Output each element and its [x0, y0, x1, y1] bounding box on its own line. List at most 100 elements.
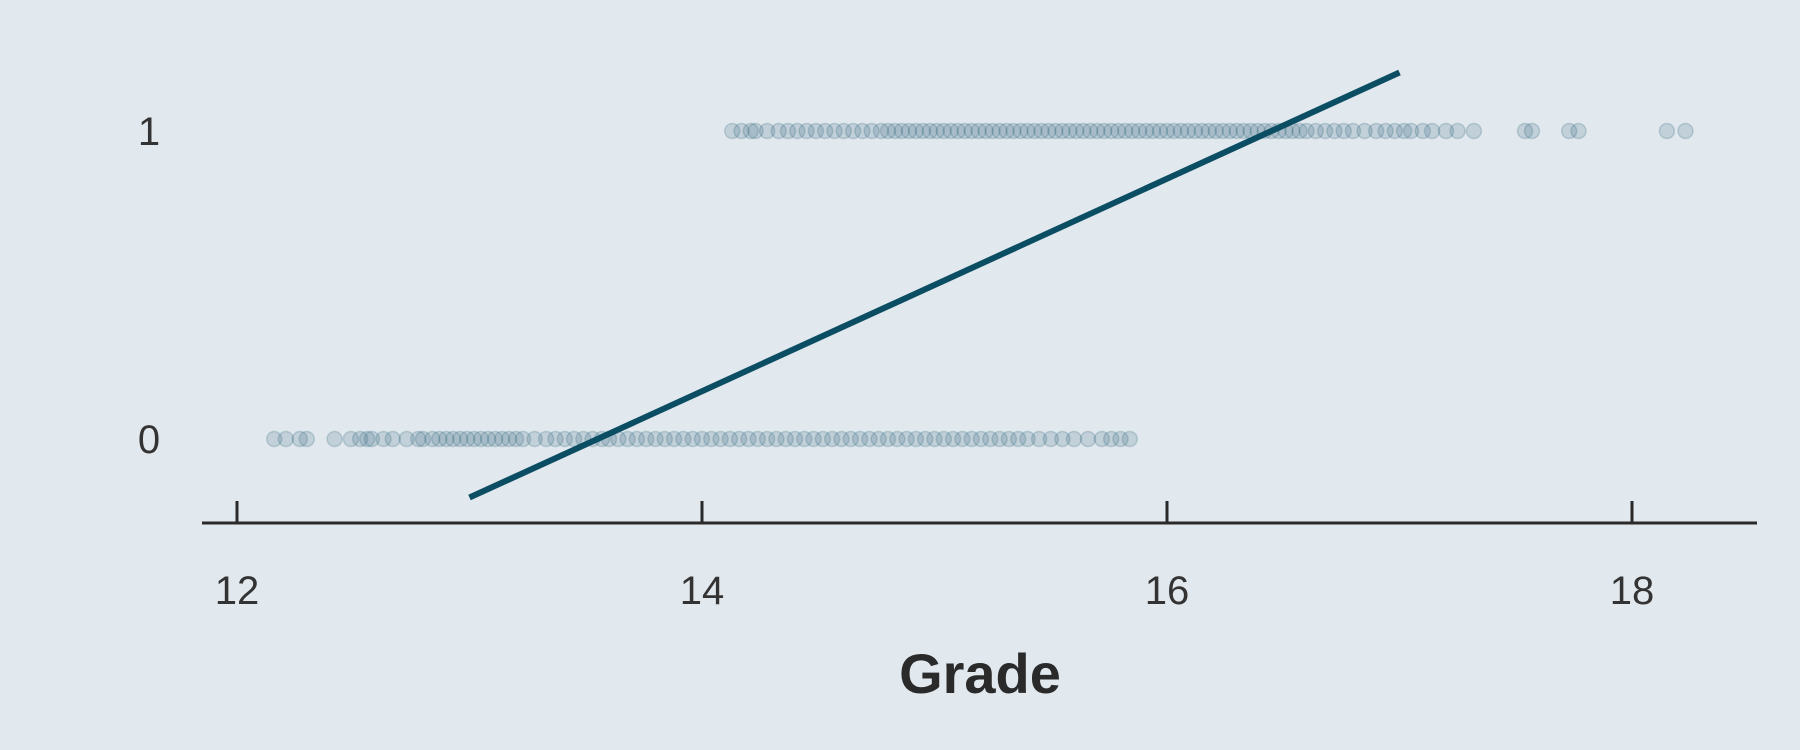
regression-line-layer	[468, 69, 1401, 501]
y-axis-ticks: 01	[138, 110, 160, 462]
data-point-y0-56	[786, 430, 804, 448]
regression-line	[468, 69, 1401, 501]
data-point-y0-65	[870, 430, 887, 448]
x-tick-label-16: 16	[1145, 569, 1190, 613]
data-point-y0-90	[1121, 430, 1139, 448]
data-point-y0-86	[1079, 430, 1097, 448]
data-point-y0-8	[363, 430, 381, 448]
data-point-y1-93	[1465, 122, 1483, 140]
data-point-y1-52	[1123, 122, 1141, 140]
data-point-y0-46	[693, 430, 711, 448]
data-point-y0-63	[851, 430, 869, 448]
data-point-y1-67	[1228, 122, 1246, 140]
data-point-y1-51	[1116, 122, 1134, 140]
data-point-y1-21	[907, 122, 925, 140]
x-axis-title: Grade	[899, 642, 1061, 705]
data-point-y0-43	[665, 430, 683, 448]
data-point-y0-69	[907, 430, 925, 448]
data-point-y0-27	[514, 430, 532, 448]
data-point-y1-4	[758, 122, 776, 140]
data-point-y1-62	[1193, 122, 1211, 140]
data-point-y1-78	[1307, 122, 1325, 140]
data-point-y0-11	[398, 430, 415, 448]
data-point-y1-28	[956, 122, 973, 140]
data-point-y1-91	[1437, 122, 1455, 140]
data-point-y1-59	[1172, 122, 1190, 140]
data-point-y0-88	[1102, 430, 1120, 448]
data-point-y0-17	[444, 430, 462, 448]
data-point-y1-23	[921, 122, 939, 140]
data-point-y0-29	[537, 430, 555, 448]
data-point-y0-16	[438, 430, 455, 448]
data-point-y0-85	[1065, 430, 1083, 448]
data-point-y1-99	[1677, 122, 1694, 140]
data-point-y0-3	[298, 430, 316, 448]
data-point-y0-57	[796, 430, 813, 448]
data-point-y1-13	[844, 122, 862, 140]
data-point-y1-16	[872, 122, 890, 140]
data-point-y0-9	[375, 430, 392, 448]
data-point-y1-37	[1019, 122, 1036, 140]
data-point-y0-41	[647, 430, 664, 448]
data-point-y1-79	[1316, 122, 1334, 140]
data-point-y0-82	[1030, 430, 1048, 448]
data-point-y1-17	[879, 122, 897, 140]
data-point-y1-81	[1335, 122, 1352, 140]
data-point-y0-14	[424, 430, 441, 448]
data-point-y1-86	[1386, 122, 1404, 140]
data-point-y1-25	[935, 122, 953, 140]
data-point-y1-10	[816, 122, 834, 140]
data-point-y1-50	[1109, 122, 1127, 140]
data-point-y0-28	[526, 430, 543, 448]
data-point-y1-56	[1151, 122, 1169, 140]
data-point-y1-54	[1137, 122, 1155, 140]
data-point-y1-85	[1377, 122, 1394, 140]
data-point-y1-34	[998, 122, 1015, 140]
data-point-y1-95	[1523, 122, 1541, 140]
data-point-y0-1	[277, 430, 295, 448]
data-point-y0-53	[758, 430, 776, 448]
data-point-y0-70	[916, 430, 934, 448]
data-point-y0-54	[768, 430, 785, 448]
data-point-y1-82	[1344, 122, 1362, 140]
data-point-y1-96	[1560, 122, 1578, 140]
data-point-y0-87	[1093, 430, 1111, 448]
data-point-y0-45	[684, 430, 701, 448]
data-point-y1-77	[1298, 122, 1315, 140]
data-point-y0-66	[879, 430, 897, 448]
data-point-y1-3	[747, 122, 764, 140]
data-point-y1-24	[928, 122, 946, 140]
data-point-y1-98	[1658, 122, 1676, 140]
data-point-y0-13	[414, 430, 432, 448]
data-point-y1-60	[1179, 122, 1197, 140]
data-point-y0-80	[1009, 430, 1027, 448]
data-point-y1-89	[1414, 122, 1432, 140]
data-point-y0-19	[458, 430, 476, 448]
data-point-y0-64	[861, 430, 878, 448]
data-point-y0-42	[656, 430, 674, 448]
data-point-y1-58	[1165, 122, 1183, 140]
data-point-y0-89	[1112, 430, 1129, 448]
data-point-y0-81	[1019, 430, 1036, 448]
data-point-y0-21	[472, 430, 490, 448]
data-point-y1-42	[1054, 122, 1071, 140]
data-point-y0-52	[749, 430, 767, 448]
data-point-y1-29	[963, 122, 980, 140]
data-point-y1-33	[991, 122, 1008, 140]
data-point-y0-59	[814, 430, 832, 448]
data-point-y0-50	[730, 430, 748, 448]
data-point-y0-4	[326, 430, 343, 448]
data-point-y0-78	[991, 430, 1008, 448]
data-point-y1-26	[942, 122, 960, 140]
data-point-y0-40	[637, 430, 655, 448]
data-point-y0-74	[954, 430, 971, 448]
data-point-y0-31	[556, 430, 574, 448]
data-point-y1-45	[1075, 122, 1092, 140]
data-point-y1-49	[1102, 122, 1120, 140]
data-point-y1-41	[1047, 122, 1064, 140]
data-point-y0-71	[926, 430, 943, 448]
data-point-y1-84	[1367, 122, 1385, 140]
data-points	[265, 122, 1694, 448]
data-point-y0-68	[898, 430, 915, 448]
